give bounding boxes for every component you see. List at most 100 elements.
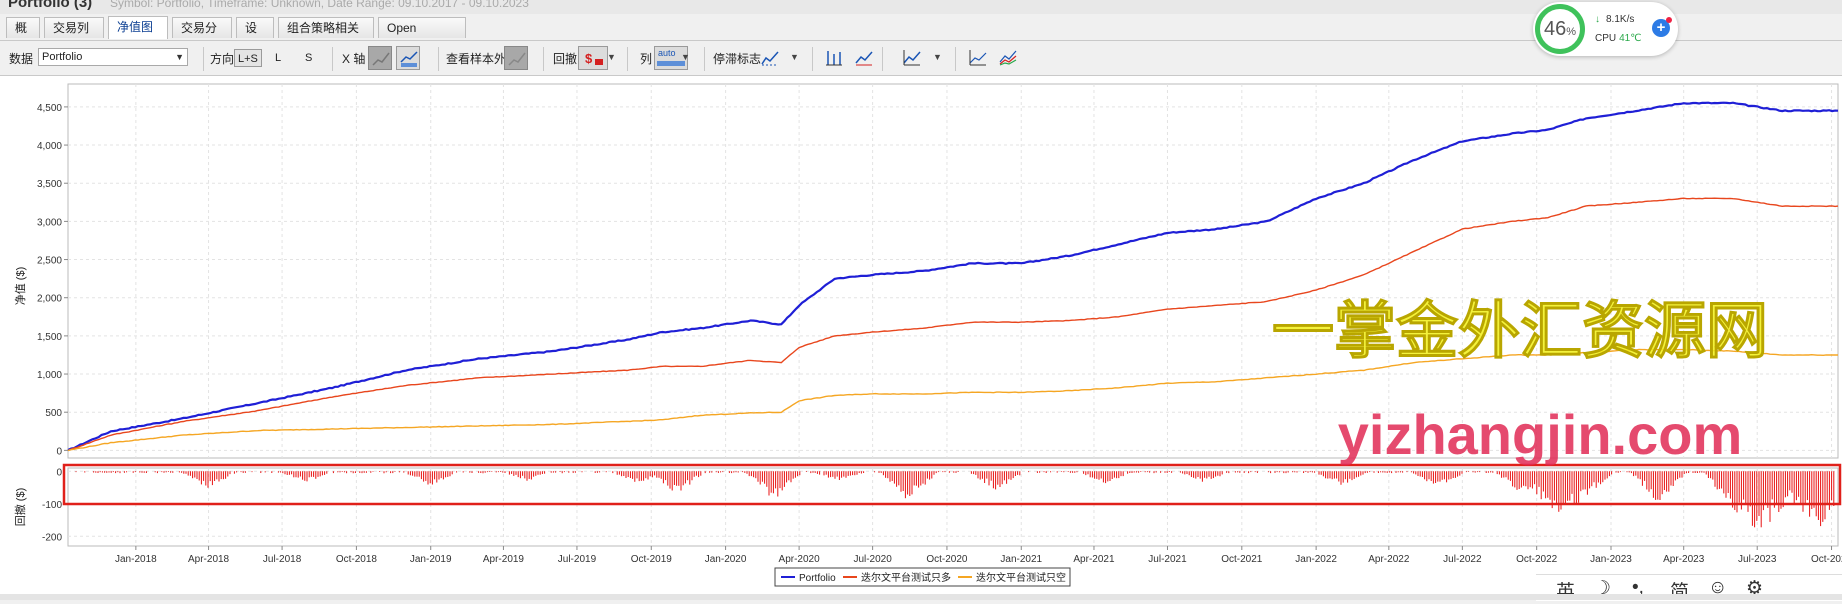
y-tick-label: 3,500 [37,179,62,190]
status-bar [0,594,1842,600]
drawdown-bars [75,471,1835,528]
view-out-of-sample-label: 查看样本外 [446,52,507,66]
toolbar-divider [438,47,439,71]
x-tick-label: Jul-2020 [853,554,892,565]
stagnation-dropdown-arrow[interactable]: ▼ [790,52,799,62]
tab-trade-analysis[interactable]: 交易分析 [172,17,232,56]
x-tick-label: Apr-2023 [1663,554,1705,565]
drawdown-highlight-box [62,463,1842,506]
x-tick-label: Jan-2021 [1000,554,1042,565]
drawdown-y-tick-label: -100 [42,500,62,511]
xaxis-label: X 轴 [342,52,366,66]
notification-dot [1666,17,1672,23]
tab-overview[interactable]: 概论 [6,17,40,56]
y-tick-label: 500 [45,408,62,419]
x-tick-label: Jan-2023 [1590,554,1632,565]
multi-line-chart-icon[interactable] [996,46,1020,70]
equity-chart: Jan-2018 Apr-2018 Jul-2018 Oct-2018 Jan-2019… [13,83,1842,587]
line-chart-dropdown-arrow[interactable]: ▼ [933,52,942,62]
legend-entry: 迭尔文平台测试只空 [976,571,1066,584]
direction-short-button[interactable]: S [305,52,313,64]
legend-box [774,567,1071,587]
equity-chart-panel: Jan-2018 Apr-2018 Jul-2018 Oct-2018 Jan-2019… [0,76,1842,594]
cpu-usage-percent-sign: % [1566,26,1577,38]
drawdown-dropdown-arrow[interactable]: ▼ [607,52,616,62]
punctuation-icon[interactable]: •, [1632,577,1644,598]
scatter-chart-icon[interactable] [966,46,990,70]
x-tick-label: Jan-2018 [115,554,157,565]
out-of-sample-icon[interactable] [504,46,528,70]
tab-equity-chart[interactable]: 净值图表 [108,16,168,55]
data-label: 数据 [9,52,34,66]
add-icon[interactable]: + [1652,19,1670,37]
long-series-line [67,197,1839,452]
tab-open-balances[interactable]: Open balances [378,17,466,56]
toolbar-divider [203,47,204,71]
x-tick-label: Oct-2023 [1811,554,1842,565]
legend-entry: Portfolio [799,573,836,584]
toolbar-divider [704,47,705,71]
toolbar-divider [543,47,544,71]
short-series-line [67,348,1839,452]
y-tick-label: 4,000 [37,141,62,152]
y-tick-label: 4,500 [37,103,62,114]
toolbar-divider [955,47,956,71]
xaxis-trades-icon[interactable] [368,46,392,70]
settings-gear-icon[interactable]: ⚙ [1746,578,1764,599]
tab-settings[interactable]: 设置 [236,17,274,56]
y-tick-label: 3,000 [37,217,62,228]
system-monitor-widget[interactable]: 46% ↓ 8.1K/s CPU 41℃ + [1533,2,1678,56]
x-tick-label: Jul-2023 [1738,554,1777,565]
stagnation-label: 停滞标志 [713,52,762,66]
cpu-usage-ring: 46% [1535,4,1585,54]
cpu-usage-value: 46 [1543,18,1567,40]
drawdown-axis-label: 回撤 ($) [13,488,27,527]
columns-dropdown-arrow[interactable]: ▼ [681,52,690,62]
stagnation-icon[interactable] [758,46,782,70]
y-tick-label: 2,000 [37,294,62,305]
cpu-label: CPU [1595,33,1617,44]
watermark: 一掌金外汇资源网 yizhangjin.com [1271,297,1768,467]
moon-icon[interactable]: ☽ [1594,578,1612,599]
x-tick-label: Oct-2018 [336,554,378,565]
toolbar-divider [627,47,628,71]
drawdown-y-tick-label: 0 [56,467,62,478]
xaxis-time-icon[interactable] [396,46,420,70]
line-chart-red-icon[interactable] [852,46,876,70]
data-select[interactable]: Portfolio ▼ [38,48,188,66]
direction-both-button[interactable]: L+S [234,49,262,67]
x-tick-label: Apr-2021 [1073,554,1115,565]
x-tick-label: Jul-2022 [1443,554,1482,565]
x-tick-label: Oct-2022 [1516,554,1558,565]
x-tick-label: Jul-2021 [1148,554,1187,565]
legend-entry: 迭尔文平台测试只多 [861,571,951,584]
svg-text:$: $ [585,51,593,66]
toolbar-divider [882,47,883,71]
x-tick-label: Oct-2019 [631,554,673,565]
watermark-url-text: yizhangjin.com [1338,403,1743,466]
x-tick-label: Jan-2020 [705,554,747,565]
direction-label: 方向 [210,52,235,66]
emoji-icon[interactable]: ☺ [1708,577,1728,598]
arrow-down-icon: ↓ [1595,14,1600,25]
columns-auto-select[interactable]: auto [654,46,688,70]
drawdown-y-tick-label: -200 [42,532,62,543]
y-tick-label: 2,500 [37,256,62,267]
window-subtitle: Symbol: Portfolio, Timeframe: Unknown, D… [110,0,529,10]
x-tick-label: Jan-2022 [1295,554,1337,565]
cpu-temp-value: 41℃ [1619,33,1642,44]
x-tick-label: Jul-2019 [558,554,597,565]
line-chart-icon[interactable] [900,46,924,70]
y-tick-label: 0 [56,446,62,457]
y-tick-label: 1,000 [37,370,62,381]
x-tick-label: Apr-2018 [188,554,230,565]
tab-correlation[interactable]: 组合策略相关性 [278,17,374,56]
equity-plot-frame [67,83,1839,459]
drawdown-label: 回撤 [553,52,578,66]
tab-trade-list[interactable]: 交易列表 [44,17,104,56]
x-tick-label: Oct-2021 [1221,554,1263,565]
bar-chart-icon[interactable] [822,46,846,70]
drawdown-dollar-icon[interactable]: $ [578,46,608,70]
direction-long-button[interactable]: L [275,52,282,64]
network-speed: ↓ 8.1K/s [1595,14,1634,25]
